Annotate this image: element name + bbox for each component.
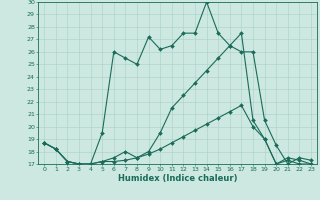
X-axis label: Humidex (Indice chaleur): Humidex (Indice chaleur) — [118, 174, 237, 183]
